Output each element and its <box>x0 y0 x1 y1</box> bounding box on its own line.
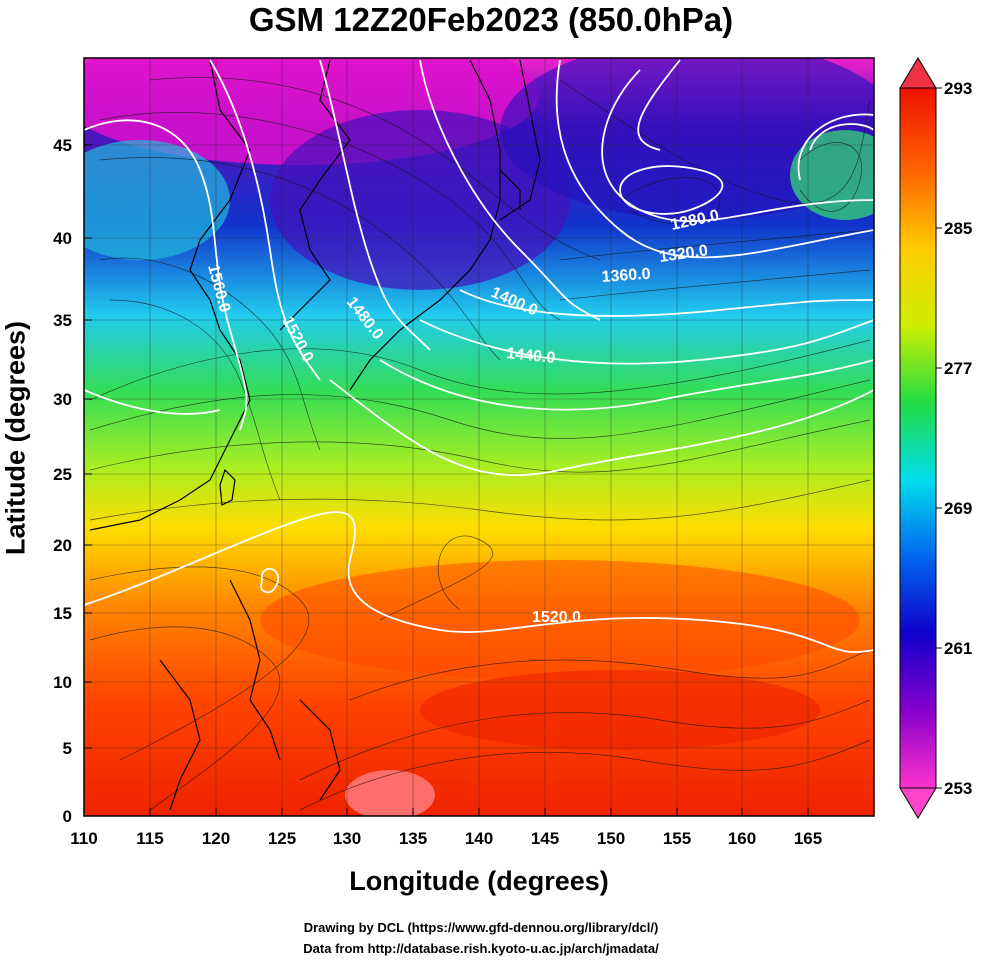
colorbar: 293 285 277 269 261 253 <box>899 57 972 819</box>
grid-lines <box>84 58 874 816</box>
x-axis-tick-labels: 110 115 120 125 130 135 140 145 150 155 … <box>70 829 822 848</box>
colorbar-label: 261 <box>944 639 972 658</box>
x-tick-label: 125 <box>268 829 296 848</box>
y-tick-label: 25 <box>53 465 72 484</box>
contour-label-1320: 1320.0 <box>658 242 709 266</box>
x-tick-label: 155 <box>663 829 691 848</box>
x-tick-label: 135 <box>399 829 427 848</box>
y-tick-label: 10 <box>53 673 72 692</box>
height-contours <box>84 59 874 653</box>
y-tick-label: 30 <box>53 390 72 409</box>
data-source-credit: Data from http://database.rish.kyoto-u.a… <box>303 941 659 956</box>
y-tick-label: 20 <box>53 536 72 555</box>
y-axis-tick-labels: 0 5 10 15 20 25 30 35 40 45 <box>53 136 72 826</box>
colorbar-label: 277 <box>944 359 972 378</box>
x-tick-label: 120 <box>202 829 230 848</box>
figure-title: GSM 12Z20Feb2023 (850.0hPa) <box>248 1 734 38</box>
y-tick-label: 45 <box>53 136 72 155</box>
y-axis-title: Latitude (degrees) <box>0 320 31 556</box>
y-tick-label: 5 <box>63 739 72 758</box>
colorbar-label: 293 <box>944 79 972 98</box>
x-tick-label: 165 <box>794 829 822 848</box>
wind-streamlines <box>89 77 871 811</box>
contour-label-1440: 1440.0 <box>506 345 557 367</box>
x-tick-label: 115 <box>136 829 163 848</box>
contour-label-1520-south: 1520.0 <box>532 609 581 626</box>
x-tick-label: 145 <box>531 829 559 848</box>
x-tick-label: 160 <box>728 829 756 848</box>
x-axis-title: Longitude (degrees) <box>349 866 609 896</box>
contour-label-1360: 1360.0 <box>601 266 651 286</box>
y-tick-label: 0 <box>63 807 72 826</box>
colorbar-label: 253 <box>944 779 972 798</box>
colorbar-max-arrow <box>899 57 937 89</box>
x-tick-label: 110 <box>70 829 97 848</box>
colorbar-label: 269 <box>944 499 972 518</box>
drawing-credit: Drawing by DCL (https://www.gfd-dennou.o… <box>303 920 659 935</box>
y-tick-label: 40 <box>53 229 72 248</box>
colorbar-min-arrow <box>899 787 937 819</box>
temperature-field <box>84 58 874 816</box>
x-axis-ticks <box>83 808 809 816</box>
y-axis-ticks <box>84 144 92 817</box>
colorbar-body <box>899 87 937 789</box>
x-tick-label: 150 <box>597 829 625 848</box>
colorbar-label: 285 <box>944 219 972 238</box>
x-tick-label: 130 <box>333 829 361 848</box>
coastlines <box>89 59 541 811</box>
y-tick-label: 35 <box>53 311 72 330</box>
x-tick-label: 140 <box>465 829 493 848</box>
y-tick-label: 15 <box>53 604 72 623</box>
